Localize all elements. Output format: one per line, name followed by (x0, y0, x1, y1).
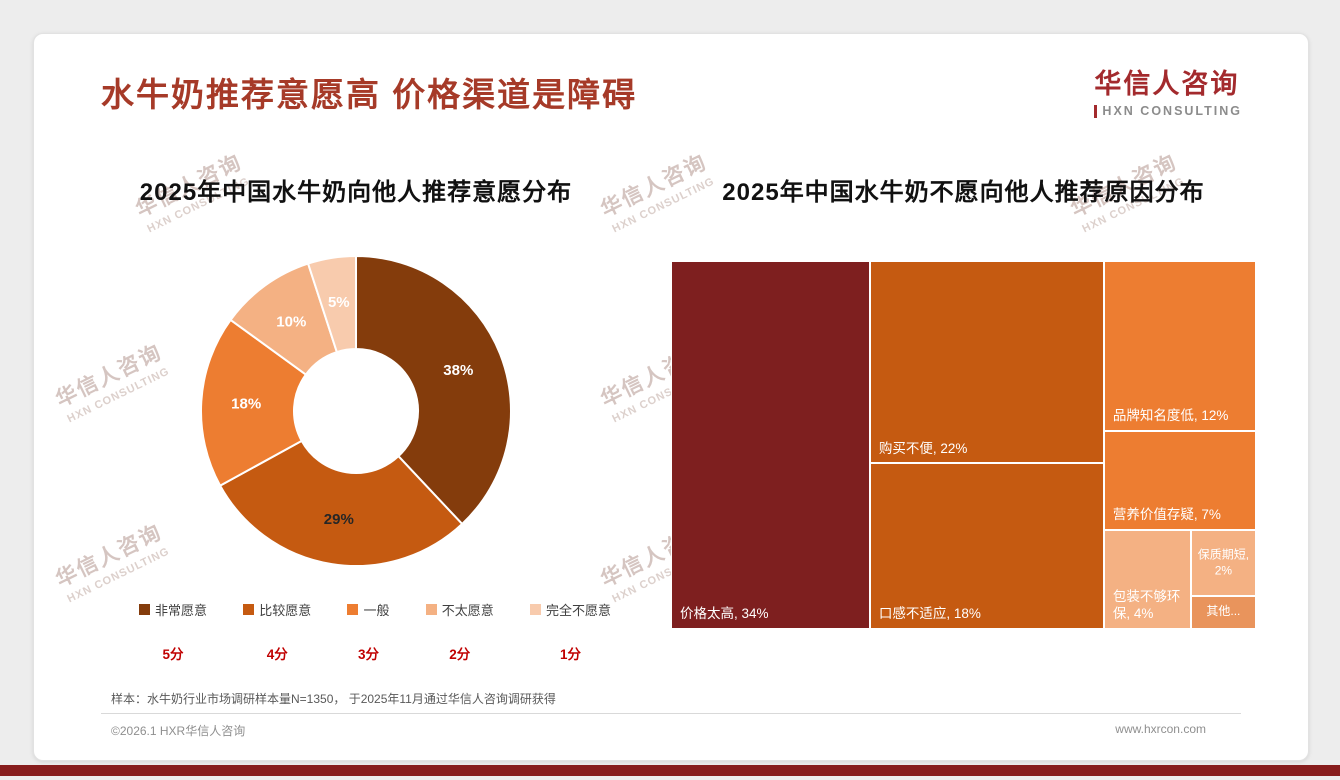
legend-label: 一般 (363, 603, 390, 618)
treemap-chart-title: 2025年中国水牛奶不愿向他人推荐原因分布 (722, 179, 1205, 206)
watermark-en: HXN CONSULTING (65, 545, 172, 606)
website-text: www.hxrcon.com (1115, 722, 1206, 736)
legend-item: 非常愿意 5分 (139, 600, 207, 663)
treemap-label: 品牌知名度低, 12% (1112, 408, 1229, 424)
logo-accent-bar (1094, 104, 1098, 118)
treemap-label: 营养价值存疑, 7% (1112, 507, 1221, 523)
legend-score: 1分 (559, 647, 581, 662)
copyright-text: ©2026.1 HXR华信人咨询 (111, 724, 246, 738)
legend-score: 2分 (449, 647, 471, 662)
legend-swatch (529, 604, 541, 615)
treemap-chart: 价格太高, 34% 购买不便, 22% 口感不适应, 18% 品牌知名度低, 12% 营… (671, 261, 1256, 629)
treemap-label: 包装不够环保, 4% (1112, 588, 1181, 622)
legend-label: 不太愿意 (441, 603, 494, 618)
legend-row: 不太愿意 (425, 600, 494, 619)
legend-swatch (347, 604, 359, 615)
treemap-block: 购买不便, 22% (869, 261, 1104, 464)
legend-row: 完全不愿意 (529, 600, 611, 619)
legend-item: 不太愿意 2分 (425, 600, 494, 663)
logo-name: 华信人咨询 (1094, 69, 1240, 99)
footer-divider (101, 713, 1241, 714)
treemap-block: 其他... (1190, 595, 1256, 629)
donut-slice (355, 255, 512, 525)
legend-label: 非常愿意 (155, 603, 208, 618)
logo-tagline-text: HXN CONSULTING (1102, 104, 1242, 118)
treemap-block: 口感不适应, 18% (869, 463, 1104, 629)
donut-legend: 非常愿意 5分 比较愿意 4分 一般 3分 不太愿意 2分 完全不愿意 1分 (139, 600, 611, 663)
legend-swatch (243, 604, 255, 615)
legend-row: 非常愿意 (139, 600, 207, 619)
watermark-cn: 华信人咨询 (52, 340, 166, 412)
treemap-block: 包装不够环保, 4% (1103, 529, 1191, 629)
treemap-label: 其他... (1206, 604, 1241, 619)
legend-swatch (425, 604, 437, 615)
donut-slice (219, 439, 464, 567)
bottom-accent-bar (0, 765, 1340, 776)
donut-slice (307, 255, 357, 354)
legend-row: 比较愿意 (243, 600, 311, 619)
donut-data-label: 38% (443, 362, 473, 379)
donut-data-label: 29% (324, 511, 354, 528)
donut-chart-title: 2025年中国水牛奶向他人推荐意愿分布 (139, 179, 573, 206)
watermark-en: HXN CONSULTING (65, 365, 172, 426)
company-logo: 华信人咨询 HXN CONSULTING (1094, 62, 1242, 118)
logo-tagline: HXN CONSULTING (1094, 104, 1242, 118)
legend-label: 比较愿意 (259, 603, 312, 618)
page-title: 水牛奶推荐意愿高 价格渠道是障碍 (101, 76, 638, 113)
treemap-block: 营养价值存疑, 7% (1103, 430, 1256, 530)
legend-row: 一般 (347, 600, 389, 619)
donut-data-label: 18% (231, 396, 261, 413)
legend-score: 4分 (266, 647, 288, 662)
treemap-label: 口感不适应, 18% (878, 606, 981, 622)
donut-chart: 38% 29% 18% 10% 5% (200, 255, 512, 567)
legend-swatch (139, 604, 150, 615)
sample-note: 样本：水牛奶行业市场调研样本量N=1350， 于2025年11月通过华信人咨询调… (111, 692, 556, 706)
legend-score: 5分 (162, 647, 184, 662)
donut-data-label: 5% (328, 294, 350, 311)
legend-item: 完全不愿意 1分 (529, 600, 611, 663)
treemap-block: 价格太高, 34% (671, 261, 870, 629)
legend-label: 完全不愿意 (545, 603, 611, 618)
donut-data-label: 10% (276, 314, 306, 331)
treemap-label: 价格太高, 34% (680, 606, 769, 622)
slide-card: 华信人咨询 HXN CONSULTING 华信人咨询 HXN CONSULTING 华信… (33, 33, 1309, 761)
donut-slice (200, 318, 307, 487)
treemap-label: 保质期短, 2% (1197, 547, 1250, 577)
treemap-block: 保质期短, 2% (1190, 529, 1256, 596)
legend-item: 比较愿意 4分 (243, 600, 311, 663)
legend-item: 一般 3分 (347, 600, 389, 663)
legend-score: 3分 (357, 647, 379, 662)
watermark-cn: 华信人咨询 (52, 520, 166, 592)
treemap-block: 品牌知名度低, 12% (1103, 261, 1256, 431)
treemap-label: 购买不便, 22% (878, 440, 968, 456)
